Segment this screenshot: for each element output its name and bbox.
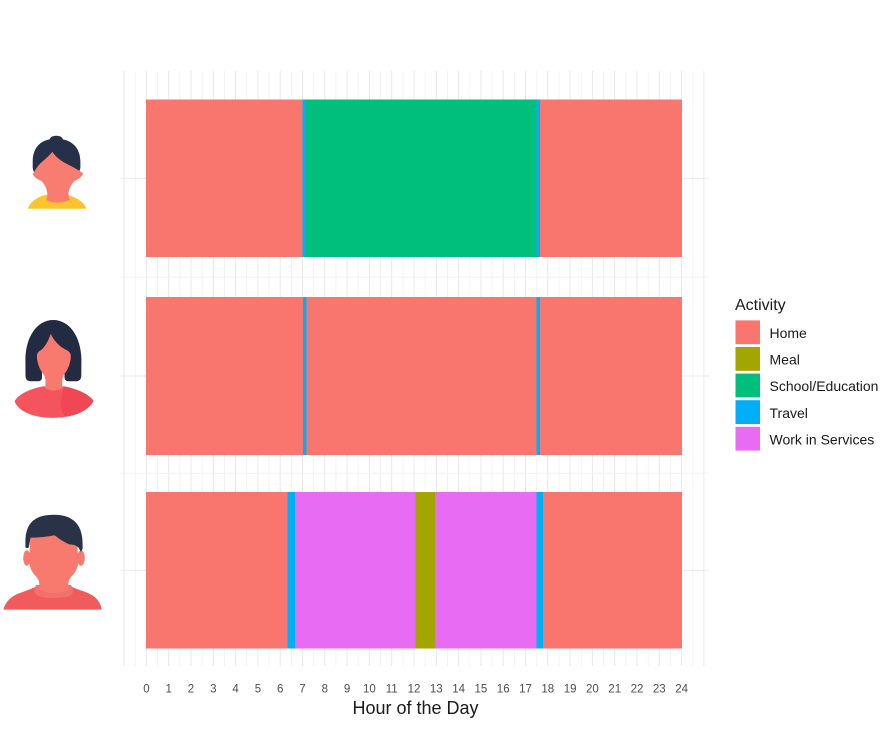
svg-text:6: 6 [277,684,283,696]
svg-text:12: 12 [408,684,421,696]
svg-text:Work in Services: Work in Services [770,431,875,447]
svg-text:16: 16 [497,684,510,696]
svg-text:21: 21 [608,684,621,696]
svg-text:School/Education: School/Education [770,378,879,394]
svg-text:17: 17 [519,684,532,696]
svg-text:15: 15 [475,684,488,696]
svg-text:14: 14 [452,684,465,696]
svg-text:Home: Home [770,325,808,341]
svg-text:8: 8 [322,684,328,696]
svg-text:18: 18 [541,684,554,696]
svg-text:10: 10 [363,684,376,696]
svg-text:20: 20 [586,684,599,696]
svg-text:1: 1 [165,684,171,696]
svg-text:5: 5 [255,684,261,696]
svg-text:4: 4 [232,684,239,696]
svg-text:2: 2 [188,684,194,696]
svg-text:22: 22 [631,684,644,696]
svg-text:Hour of the Day: Hour of the Day [352,698,478,718]
svg-text:0: 0 [143,684,149,696]
svg-text:9: 9 [344,684,350,696]
svg-text:3: 3 [210,684,216,696]
svg-text:Travel: Travel [770,405,808,421]
svg-text:11: 11 [386,684,398,696]
svg-text:13: 13 [430,684,443,696]
svg-text:Meal: Meal [770,352,800,368]
svg-text:7: 7 [299,684,305,696]
svg-text:24: 24 [675,684,688,696]
svg-text:23: 23 [653,684,666,696]
svg-text:19: 19 [564,684,577,696]
svg-text:Activity: Activity [735,297,786,314]
